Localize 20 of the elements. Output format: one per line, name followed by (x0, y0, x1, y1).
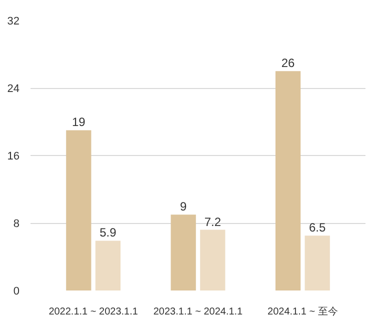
data-label: 7.2 (204, 214, 222, 229)
data-label: 19 (72, 115, 86, 130)
bar (170, 214, 196, 290)
bar (304, 236, 330, 290)
data-label: 6.5 (309, 220, 326, 235)
data-label: 5.9 (100, 226, 117, 240)
y-tick-label: 24 (7, 83, 20, 95)
x-tick-label: 2022.1.1 ~ 2023.1.1 (48, 306, 138, 318)
y-tick-label: 16 (7, 150, 20, 162)
data-label: 26 (281, 56, 296, 70)
x-tick-label: 2024.1.1 ~ 至今 (268, 306, 338, 318)
x-tick-label: 2023.1.1 ~ 2024.1.1 (153, 306, 244, 318)
bar (200, 230, 226, 290)
bar (66, 130, 92, 290)
data-label: 9 (180, 200, 188, 214)
y-tick-label: 32 (7, 16, 20, 28)
bar (275, 71, 301, 290)
y-tick-label: 0 (13, 286, 20, 298)
y-tick-label: 8 (13, 218, 20, 230)
bar (95, 240, 121, 290)
